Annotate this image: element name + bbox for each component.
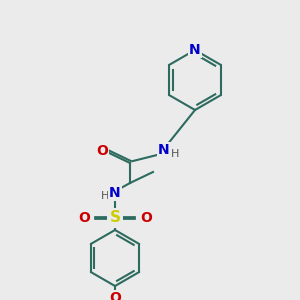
Text: O: O [96,144,108,158]
Text: N: N [109,186,121,200]
Text: N: N [158,143,170,157]
Text: H: H [101,191,109,201]
Text: O: O [109,291,121,300]
Text: O: O [140,211,152,225]
Text: O: O [78,211,90,225]
Text: N: N [189,43,201,57]
Text: S: S [110,211,121,226]
Text: H: H [171,149,179,159]
